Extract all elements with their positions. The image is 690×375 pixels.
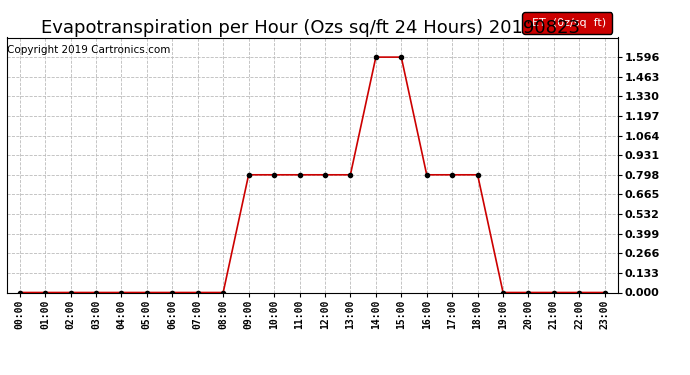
Text: Evapotranspiration per Hour (Ozs sq/ft 24 Hours) 20190823: Evapotranspiration per Hour (Ozs sq/ft 2… xyxy=(41,19,580,37)
Legend: ET  (0z/sq  ft): ET (0z/sq ft) xyxy=(522,12,612,34)
Text: Copyright 2019 Cartronics.com: Copyright 2019 Cartronics.com xyxy=(7,45,170,55)
